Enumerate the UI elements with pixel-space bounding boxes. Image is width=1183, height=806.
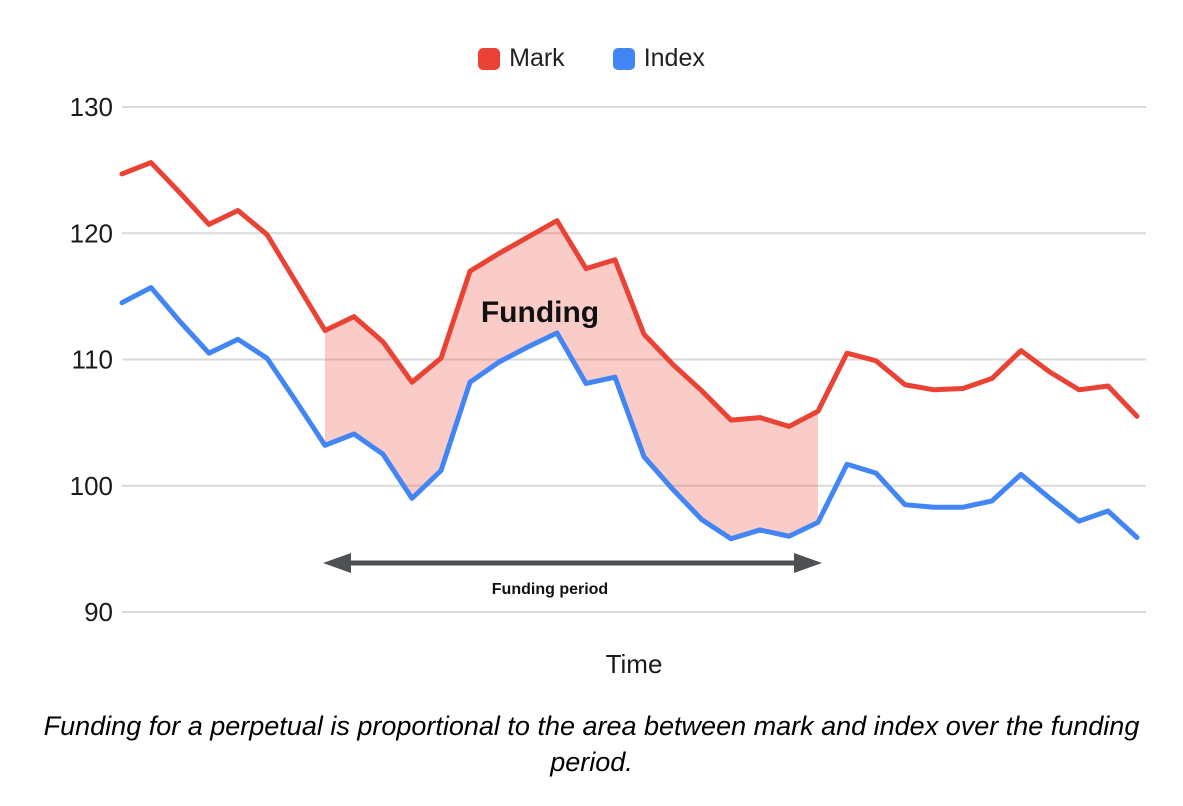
chart-caption: Funding for a perpetual is proportional … bbox=[0, 708, 1183, 781]
mark-legend-label: Mark bbox=[509, 44, 565, 72]
chart-caption-text: Funding for a perpetual is proportional … bbox=[43, 711, 1140, 778]
y-tick-label: 90 bbox=[84, 597, 113, 627]
arrowhead-right-icon bbox=[794, 553, 822, 573]
index-line bbox=[119, 285, 1140, 542]
y-tick-label: 130 bbox=[70, 92, 113, 122]
legend-item-mark: Mark bbox=[478, 44, 565, 73]
funding-period-label: Funding period bbox=[492, 581, 608, 598]
mark-swatch bbox=[478, 47, 501, 70]
index-swatch bbox=[612, 47, 635, 70]
index-legend-label: Index bbox=[643, 44, 705, 72]
mark-line bbox=[119, 160, 1140, 429]
y-tick-label: 100 bbox=[70, 471, 113, 501]
legend-item-index: Index bbox=[612, 44, 705, 73]
y-tick-label: 110 bbox=[72, 345, 113, 375]
funding-area bbox=[325, 220, 818, 539]
chart-legend: Mark Index bbox=[0, 44, 1183, 73]
funding-chart: 90 100 110 120 130 Funding Funding period Time bbox=[70, 92, 1146, 679]
arrowhead-left-icon bbox=[323, 553, 351, 573]
funding-area-label: Funding bbox=[481, 296, 599, 329]
x-axis-label: Time bbox=[606, 649, 663, 679]
y-tick-label: 120 bbox=[70, 218, 113, 248]
